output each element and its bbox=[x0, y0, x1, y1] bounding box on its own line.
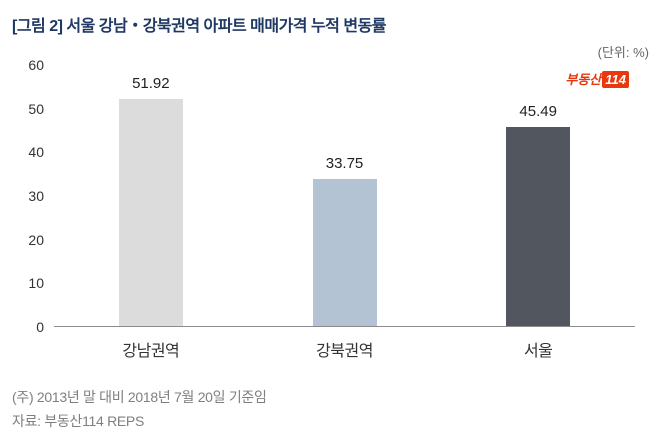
chart-area: 60 50 40 30 20 10 0 부동산 114 51.92 33.75 4… bbox=[12, 57, 657, 335]
bar-column-gangnam: 51.92 bbox=[54, 65, 248, 326]
footnote-source: 자료: 부동산114 REPS bbox=[12, 413, 145, 429]
category-label-gangnam: 강남권역 bbox=[122, 343, 180, 360]
unit-label: (단위: %) bbox=[597, 45, 649, 60]
footnotes: (주) 2013년 말 대비 2018년 7월 20일 기준임 자료: 부동산1… bbox=[12, 385, 657, 433]
bar-value-label: 33.75 bbox=[325, 154, 364, 172]
logo-text: 부동산 bbox=[565, 72, 602, 87]
bar-value-label: 45.49 bbox=[519, 103, 557, 121]
budongsan114-logo: 부동산 114 bbox=[565, 69, 629, 88]
bar-column-gangbuk: 33.75 bbox=[248, 65, 442, 326]
bar-gangnam bbox=[118, 99, 183, 326]
y-axis: 60 50 40 30 20 10 0 bbox=[28, 57, 44, 335]
bar-value-label: 51.92 bbox=[132, 75, 170, 93]
footnote-basis: (주) 2013년 말 대비 2018년 7월 20일 기준임 bbox=[12, 389, 267, 405]
category-label-gangbuk: 강북권역 bbox=[316, 343, 373, 360]
chart-title: [그림 2] 서울 강남・강북권역 아파트 매매가격 누적 변동률 bbox=[12, 18, 387, 35]
plot-area: 부동산 114 51.92 33.75 45.49 bbox=[54, 65, 635, 327]
bar-column-seoul: 45.49 bbox=[441, 65, 635, 326]
bar-gangbuk bbox=[312, 178, 377, 326]
logo-badge: 114 bbox=[602, 71, 629, 88]
bar-seoul bbox=[506, 127, 571, 326]
category-label-seoul: 서울 bbox=[523, 343, 553, 360]
x-axis: 강남권역 강북권역 서울 bbox=[54, 337, 657, 361]
